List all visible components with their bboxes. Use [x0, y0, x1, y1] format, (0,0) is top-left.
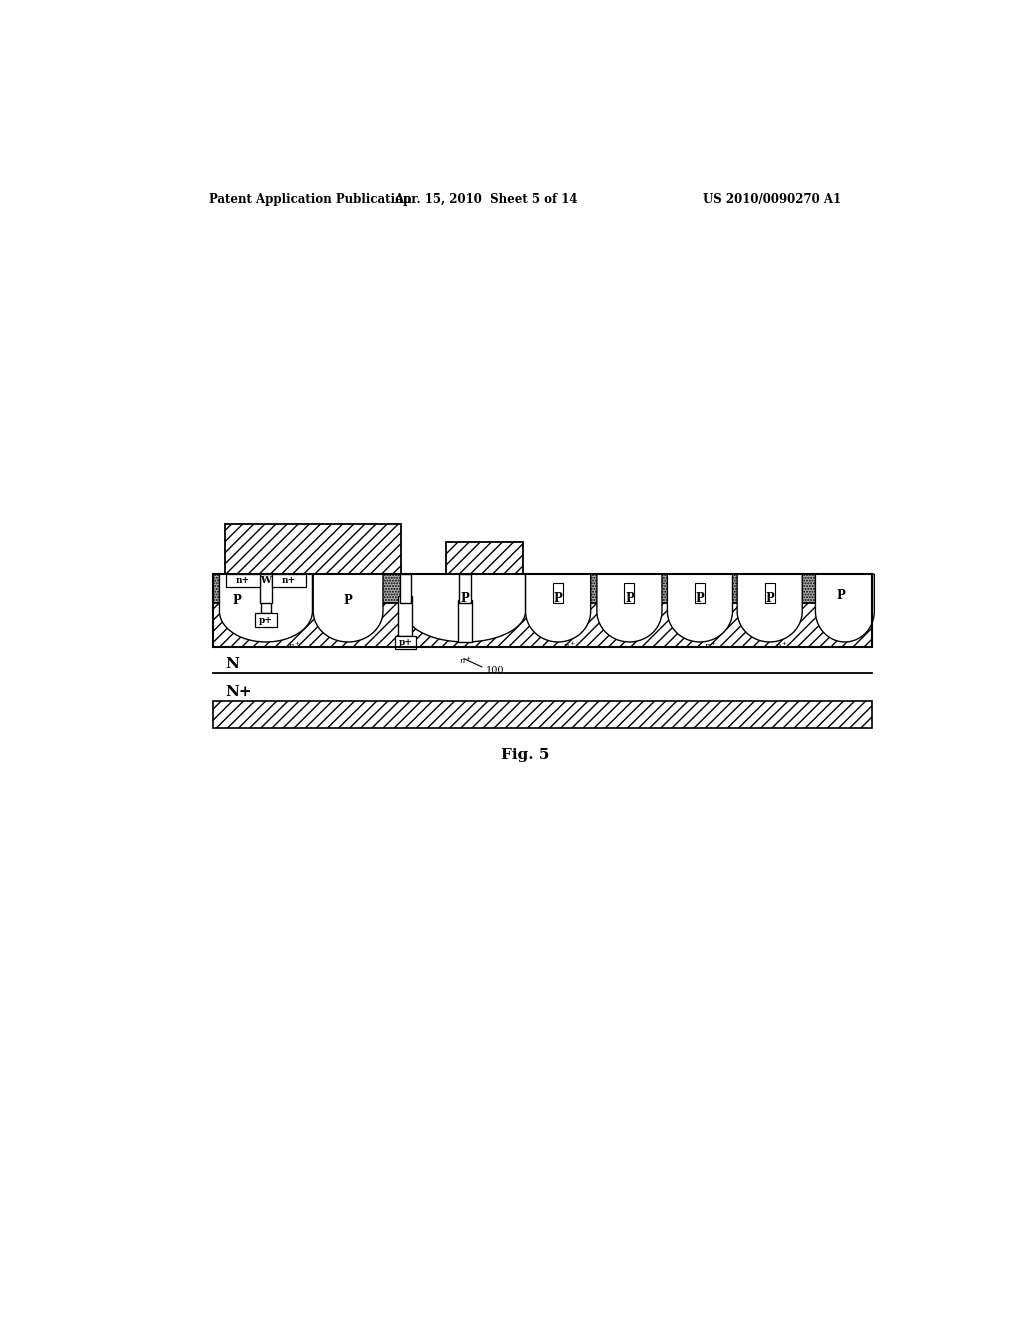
Bar [460, 574, 471, 603]
Text: n+: n+ [283, 577, 296, 585]
Bar [625, 583, 635, 603]
Bar [399, 574, 412, 603]
Text: P: P [625, 593, 634, 606]
Bar [394, 636, 417, 649]
Bar [213, 574, 872, 603]
Text: N+: N+ [225, 685, 252, 700]
Bar [255, 614, 276, 627]
Bar [260, 574, 271, 603]
Bar [445, 541, 523, 574]
Text: n$^+$: n$^+$ [705, 639, 718, 651]
Text: p+: p+ [398, 638, 413, 647]
Text: P: P [461, 593, 469, 606]
Bar [272, 574, 306, 587]
Text: W: W [260, 577, 271, 585]
Bar [225, 524, 400, 574]
Text: n$^+$: n$^+$ [563, 639, 577, 651]
Text: Fig. 5: Fig. 5 [501, 748, 549, 762]
Bar [553, 583, 563, 603]
Polygon shape [404, 574, 525, 642]
Polygon shape [815, 574, 874, 642]
Text: Apr. 15, 2010  Sheet 5 of 14: Apr. 15, 2010 Sheet 5 of 14 [394, 193, 578, 206]
Text: P: P [232, 594, 241, 607]
Text: n$^+$: n$^+$ [288, 639, 301, 651]
Polygon shape [597, 574, 662, 642]
Polygon shape [525, 574, 591, 642]
Text: P: P [765, 593, 774, 606]
Polygon shape [313, 574, 383, 642]
Polygon shape [668, 574, 732, 642]
Bar [213, 647, 872, 673]
Text: P: P [344, 594, 352, 607]
Text: Patent Application Publication: Patent Application Publication [209, 193, 412, 206]
Bar [695, 583, 705, 603]
Text: p+: p+ [259, 615, 272, 624]
Polygon shape [219, 574, 312, 642]
Text: P: P [554, 593, 562, 606]
Bar [225, 574, 260, 587]
Bar [213, 701, 872, 729]
Polygon shape [737, 574, 802, 642]
Text: P: P [837, 589, 846, 602]
Bar [458, 599, 472, 642]
Text: US 2010/0090270 A1: US 2010/0090270 A1 [702, 193, 841, 206]
Text: 100: 100 [486, 667, 505, 675]
Text: n$^+$: n$^+$ [775, 639, 787, 651]
Text: n$^+$: n$^+$ [459, 655, 472, 667]
Bar [398, 595, 413, 636]
Bar [260, 599, 271, 614]
Bar [213, 574, 872, 647]
Text: N: N [225, 657, 239, 672]
Text: n+: n+ [236, 577, 250, 585]
Bar [765, 583, 775, 603]
Bar [213, 574, 872, 647]
Text: P: P [695, 593, 705, 606]
